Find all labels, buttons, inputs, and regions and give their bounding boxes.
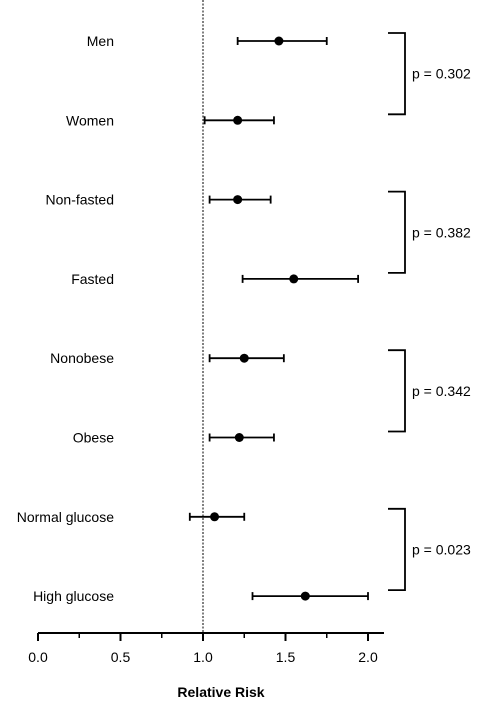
- p-value-label: p = 0.023: [412, 541, 471, 557]
- estimate-point: [210, 512, 220, 522]
- estimate-point: [233, 115, 243, 125]
- estimate-point: [239, 353, 249, 363]
- estimate-point: [289, 274, 299, 284]
- x-axis: 0.0 0.5 1.0 1.5 2.0: [28, 632, 384, 665]
- forest-row: Fasted: [71, 271, 360, 287]
- x-tick-label: 1.0: [193, 649, 213, 665]
- forest-row: Nonobese: [50, 350, 285, 366]
- row-label: Non-fasted: [46, 192, 114, 208]
- bracket-line: [388, 507, 406, 591]
- estimate-point: [300, 591, 310, 601]
- forest-row: Men: [87, 33, 328, 49]
- estimate-point: [234, 433, 244, 442]
- bracket-line: [388, 190, 406, 274]
- comparison-brackets: p = 0.302 p = 0.382 p = 0.342 p = 0.023: [388, 32, 471, 591]
- row-label: Men: [87, 33, 114, 49]
- row-label: Obese: [73, 430, 114, 446]
- row-label: High glucose: [33, 588, 114, 604]
- row-label: Nonobese: [50, 350, 114, 366]
- comparison-bracket: p = 0.382: [388, 190, 471, 274]
- comparison-bracket: p = 0.302: [388, 32, 471, 116]
- bracket-line: [388, 349, 406, 433]
- forest-row: Non-fasted: [46, 192, 272, 208]
- x-tick-label: 0.5: [111, 649, 131, 665]
- forest-row: Normal glucose: [17, 509, 246, 525]
- forest-row: Obese: [73, 430, 275, 446]
- estimate-point: [233, 195, 243, 205]
- estimate-point: [274, 36, 284, 46]
- bracket-line: [388, 32, 406, 116]
- p-value-label: p = 0.342: [412, 383, 471, 399]
- comparison-bracket: p = 0.342: [388, 349, 471, 433]
- rows: Men Women Non-fasted Fasted Nonobese Obese Nor…: [17, 33, 369, 604]
- forest-row: High glucose: [33, 588, 369, 604]
- row-label: Normal glucose: [17, 509, 114, 525]
- x-tick-label: 0.0: [28, 649, 48, 665]
- comparison-bracket: p = 0.023: [388, 507, 471, 591]
- p-value-label: p = 0.382: [412, 224, 471, 240]
- x-tick-label: 1.5: [276, 649, 296, 665]
- x-tick-label: 2.0: [358, 649, 378, 665]
- forest-row: Women: [66, 112, 275, 128]
- row-label: Fasted: [71, 271, 114, 287]
- p-value-label: p = 0.302: [412, 66, 471, 82]
- x-axis-label: Relative Risk: [177, 684, 264, 700]
- row-label: Women: [66, 112, 114, 128]
